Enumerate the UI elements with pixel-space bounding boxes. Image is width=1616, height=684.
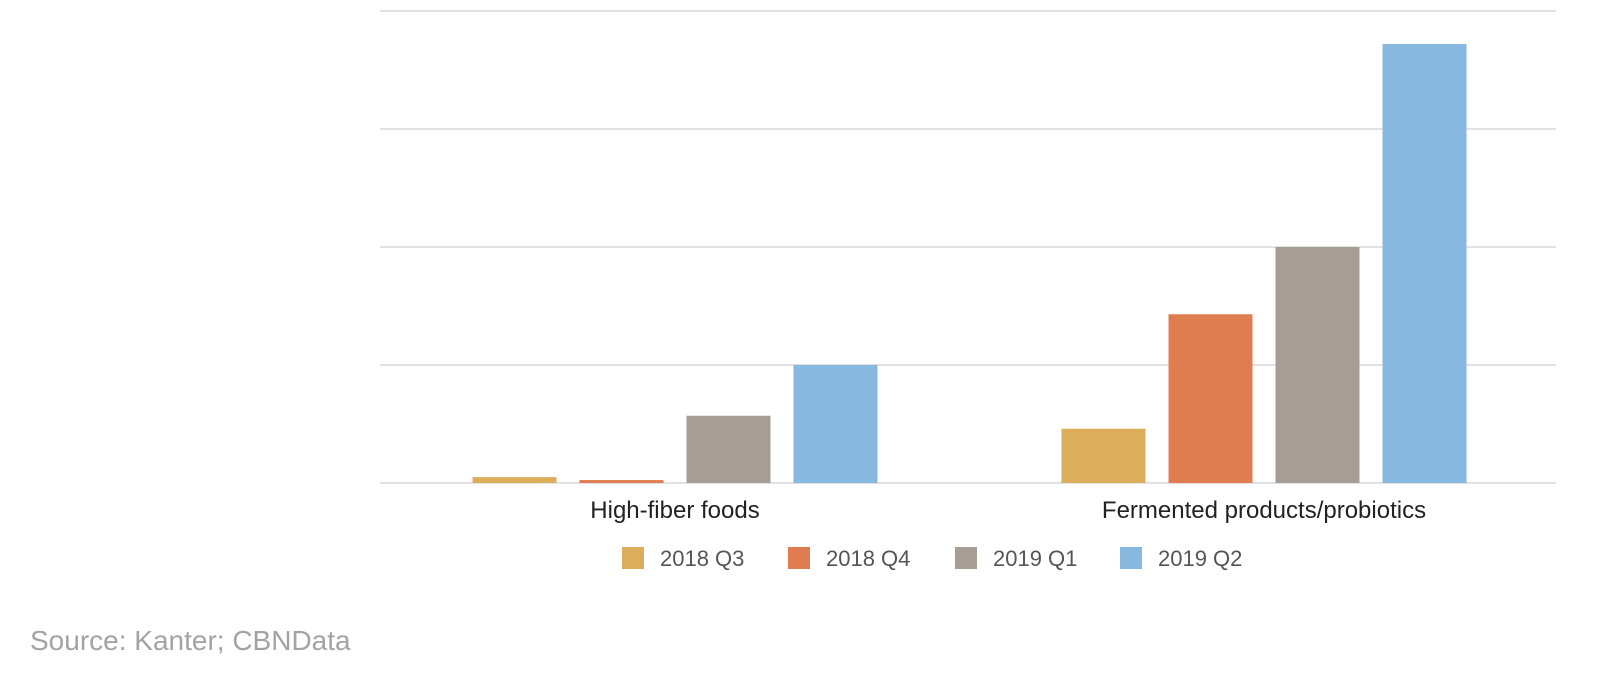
gridlines	[380, 10, 1556, 484]
bar-2018-q3-high-fiber	[472, 477, 557, 483]
source-note: Source: Kanter; CBNData	[30, 625, 351, 656]
legend-swatch	[955, 547, 977, 569]
legend-swatch	[622, 547, 644, 569]
legend: 2018 Q3 2018 Q4 2019 Q1 2019 Q2	[622, 546, 1242, 571]
bar-2019-q1-fermented	[1275, 247, 1360, 483]
category-labels: High-fiber foods Fermented products/probi…	[590, 497, 1426, 524]
bar-2018-q4-high-fiber	[579, 480, 664, 483]
bar-2018-q3-fermented	[1061, 428, 1146, 483]
bar-2019-q2-high-fiber	[793, 365, 878, 483]
bars	[472, 44, 1467, 483]
bar-2019-q2-fermented	[1382, 44, 1467, 483]
legend-swatch	[788, 547, 810, 569]
category-label: Fermented products/probiotics	[1102, 497, 1426, 524]
bar-chart: High-fiber foods Fermented products/probi…	[380, 10, 1556, 571]
legend-label: 2018 Q4	[826, 546, 910, 571]
bar-2019-q1-high-fiber	[686, 415, 771, 483]
bar-2018-q4-fermented	[1168, 314, 1253, 483]
legend-swatch	[1120, 547, 1142, 569]
category-label: High-fiber foods	[590, 497, 759, 524]
legend-label: 2018 Q3	[660, 546, 744, 571]
legend-label: 2019 Q2	[1158, 546, 1242, 571]
legend-label: 2019 Q1	[993, 546, 1077, 571]
